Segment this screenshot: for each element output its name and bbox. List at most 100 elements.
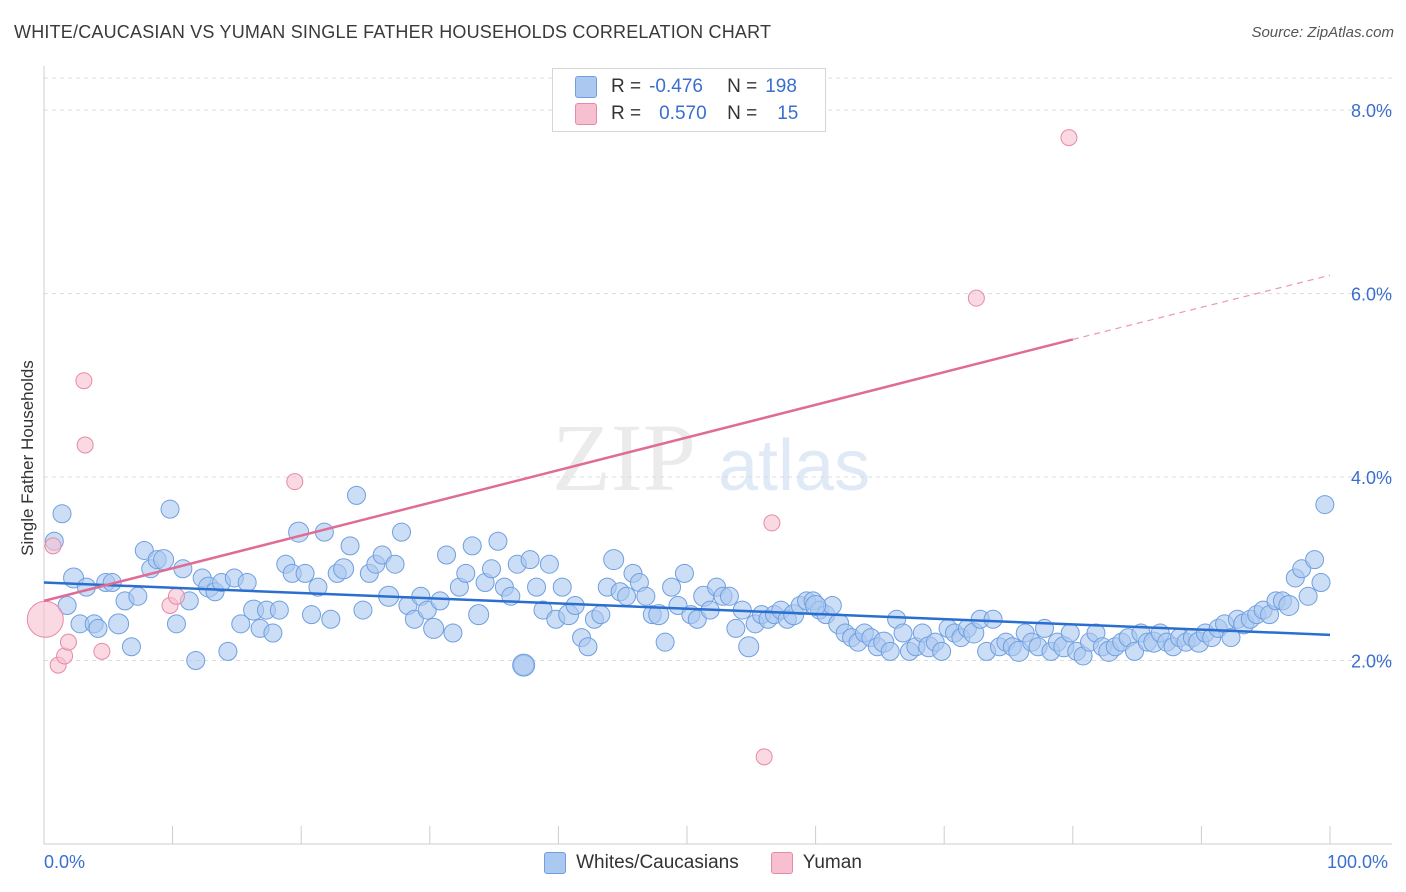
trend-line-yuman-extension	[1072, 274, 1331, 341]
trend-line-yuman	[43, 338, 1074, 603]
data-point-whites	[128, 586, 148, 606]
data-point-whites	[108, 613, 130, 635]
data-point-whites	[726, 618, 746, 638]
whites-swatch-icon	[544, 852, 567, 874]
data-point-whites	[321, 609, 341, 629]
n-label: N =	[727, 76, 758, 97]
n-value: 198	[765, 76, 797, 97]
data-point-whites	[468, 604, 490, 626]
data-point-whites	[662, 577, 682, 597]
data-point-yuman	[755, 748, 773, 766]
x-tick-max: 100.0%	[1327, 852, 1389, 872]
data-point-whites	[805, 594, 827, 616]
data-point-whites	[52, 504, 72, 524]
correlation-legend: R = -0.476 N = 198 R = 0.570 N = 15	[552, 68, 826, 132]
legend-label-whites: Whites/Caucasians	[576, 852, 739, 873]
data-point-whites	[719, 586, 739, 606]
data-point-whites	[520, 550, 540, 570]
data-point-whites	[655, 632, 675, 652]
data-point-whites	[893, 623, 913, 643]
data-point-whites	[166, 614, 186, 634]
trend-lines	[43, 274, 1331, 637]
watermark-atlas: atlas	[718, 426, 870, 506]
legend-row-yuman: R = 0.570 N = 15	[575, 101, 798, 127]
data-point-whites	[134, 540, 154, 560]
data-point-whites	[932, 641, 952, 661]
data-point-whites	[231, 614, 251, 634]
r-label: R =	[611, 76, 642, 97]
legend-row-whites: R = -0.476 N = 198	[575, 74, 797, 100]
data-point-whites	[552, 577, 572, 597]
data-point-whites	[1060, 623, 1080, 643]
data-point-whites	[88, 618, 108, 638]
data-point-whites	[462, 536, 482, 556]
data-point-whites	[1305, 550, 1325, 570]
watermark-zip: ZIP	[552, 404, 696, 511]
data-point-yuman	[75, 372, 93, 390]
r-value: 0.570	[659, 103, 707, 124]
data-point-whites	[153, 549, 175, 571]
series-yuman-points	[26, 129, 1078, 766]
data-point-whites	[1125, 641, 1145, 661]
data-point-whites	[1292, 559, 1312, 579]
n-label: N =	[727, 103, 758, 124]
data-point-whites	[578, 637, 598, 657]
data-point-whites	[263, 623, 283, 643]
data-point-whites	[539, 554, 559, 574]
y-tick-labels: 2.0% 4.0% 6.0% 8.0%	[1351, 101, 1392, 671]
data-point-whites	[591, 605, 611, 625]
data-point-whites	[1311, 573, 1331, 593]
data-point-whites	[186, 651, 206, 671]
data-point-whites	[668, 595, 688, 615]
data-point-whites	[160, 499, 180, 519]
data-point-whites	[636, 586, 656, 606]
data-point-whites	[218, 641, 238, 661]
data-point-yuman	[93, 642, 111, 660]
data-point-yuman	[76, 436, 94, 454]
data-point-whites	[269, 600, 289, 620]
data-point-whites	[340, 536, 360, 556]
data-point-whites	[1298, 586, 1318, 606]
x-tick-min: 0.0%	[44, 852, 86, 872]
n-value: 15	[777, 103, 799, 124]
yuman-swatch-icon	[575, 103, 597, 125]
data-point-whites	[527, 577, 547, 597]
data-point-yuman	[44, 537, 62, 555]
data-point-whites	[417, 600, 437, 620]
data-point-yuman	[967, 289, 985, 307]
data-point-whites	[353, 600, 373, 620]
yuman-swatch-icon	[770, 852, 793, 874]
data-point-whites	[617, 586, 637, 606]
data-point-whites	[385, 554, 405, 574]
data-point-whites	[648, 604, 670, 626]
y-tick-label: 4.0%	[1351, 468, 1392, 488]
data-point-whites	[423, 617, 445, 639]
data-point-whites	[430, 591, 450, 611]
watermark: ZIP atlas	[552, 404, 870, 511]
series-whites-points	[44, 485, 1335, 677]
data-point-whites	[308, 577, 328, 597]
data-point-whites	[443, 623, 463, 643]
data-point-whites	[1315, 495, 1335, 515]
axes	[43, 66, 1392, 845]
data-point-whites	[983, 609, 1003, 629]
data-point-whites	[404, 609, 424, 629]
data-point-whites	[1221, 628, 1241, 648]
data-point-yuman	[1060, 129, 1078, 147]
data-point-whites	[76, 577, 96, 597]
data-point-whites	[173, 559, 193, 579]
data-point-whites	[333, 558, 355, 580]
data-point-whites	[880, 641, 900, 661]
data-point-whites	[456, 563, 476, 583]
whites-swatch-icon	[575, 76, 597, 98]
data-point-yuman	[286, 473, 304, 491]
data-point-whites	[121, 637, 141, 657]
y-tick-label: 8.0%	[1351, 101, 1392, 121]
data-point-whites	[372, 545, 392, 565]
legend-item-whites: Whites/Caucasians	[544, 852, 739, 874]
data-point-yuman	[167, 587, 185, 605]
data-point-whites	[488, 531, 508, 551]
data-point-whites	[482, 559, 502, 579]
data-point-whites	[437, 545, 457, 565]
